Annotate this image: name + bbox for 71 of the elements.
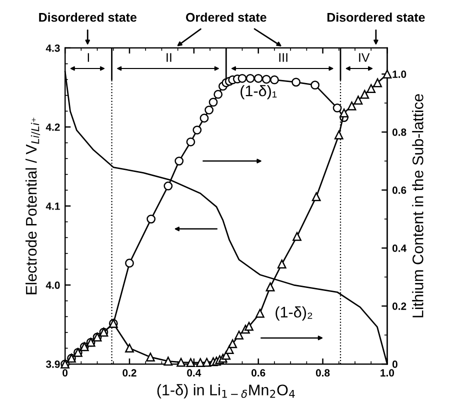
- point: [373, 78, 382, 88]
- point: [310, 80, 320, 90]
- point: [224, 345, 234, 354]
- point: [202, 358, 212, 367]
- point: [266, 282, 275, 292]
- point: [292, 78, 300, 87]
- point: [192, 126, 202, 134]
- y2-tick-label: 0.2: [392, 302, 406, 310]
- annotation: (1-δ)₁: [240, 85, 277, 100]
- y2-tick-label: 0.6: [392, 186, 406, 194]
- point: [244, 322, 254, 331]
- point: [146, 352, 155, 362]
- y-axis-title: Electrode Potential / V$_{Li/Li⁺}$: [26, 118, 40, 294]
- point: [256, 308, 264, 318]
- point: [312, 192, 321, 202]
- point: [204, 106, 214, 114]
- x-tick-label: 1.0: [380, 369, 394, 377]
- point: [228, 339, 238, 348]
- point: [196, 358, 205, 368]
- text: Disordered state: [39, 12, 137, 22]
- x-axis-title: (1-δ) in Li$_{1−δ}$Mn$_{2}$O$_{4}$: [157, 384, 295, 398]
- text: Ordered state: [186, 12, 266, 22]
- annotation: III: [279, 53, 288, 62]
- point: [234, 330, 244, 340]
- x-tick-label: 0.6: [252, 369, 266, 377]
- point: [125, 344, 134, 353]
- point: [174, 156, 184, 166]
- point: [125, 258, 134, 268]
- point: [186, 137, 196, 146]
- point: [270, 75, 279, 84]
- x-tick-label: 0.4: [187, 369, 202, 377]
- point: [366, 84, 376, 93]
- point: [238, 74, 247, 83]
- point: [146, 214, 156, 224]
- point: [262, 74, 271, 84]
- y-tick-label: 4.2: [46, 123, 60, 131]
- point: [277, 260, 286, 268]
- annotation: IV: [359, 53, 370, 62]
- point: [246, 74, 255, 83]
- point: [186, 358, 196, 368]
- x-tick-label: 0: [62, 369, 68, 377]
- point: [164, 182, 173, 190]
- point: [254, 74, 263, 83]
- point: [332, 104, 342, 112]
- y-tick-label: 4.0: [46, 282, 60, 289]
- point: [334, 130, 344, 140]
- y2-axis-title: Lithium Content in the Sub-lattice: [412, 94, 424, 318]
- y2-tick-label: 1.0: [392, 70, 406, 78]
- y2-tick-label: 0.4: [392, 244, 406, 252]
- text: Disordered state: [327, 12, 425, 22]
- point: [292, 232, 302, 241]
- point: [347, 102, 356, 110]
- point: [354, 96, 363, 105]
- point: [222, 350, 231, 360]
- x-tick-label: 0.8: [316, 369, 330, 377]
- y2-tick-label: 0: [392, 360, 398, 368]
- point: [208, 98, 218, 107]
- y-tick-label: 3.9: [46, 360, 60, 368]
- annotation: (1-δ)₂: [276, 306, 312, 321]
- y-tick-label: 4.3: [46, 44, 60, 52]
- y-tick-label: 4.1: [46, 202, 60, 210]
- y2-tick-label: 0.8: [392, 128, 406, 136]
- point: [340, 108, 348, 118]
- annotation: II: [166, 53, 172, 62]
- annotation: I: [88, 53, 90, 62]
- point: [214, 90, 223, 99]
- point: [200, 114, 209, 123]
- x-tick-label: 0.2: [122, 369, 136, 377]
- point: [176, 358, 186, 367]
- point: [164, 356, 173, 366]
- point: [360, 90, 370, 99]
